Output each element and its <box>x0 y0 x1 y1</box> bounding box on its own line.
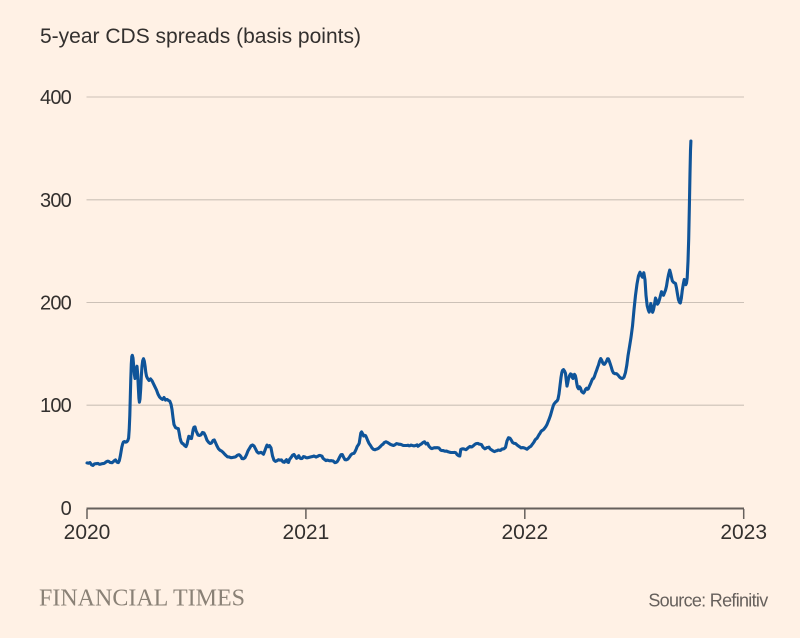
svg-text:0: 0 <box>61 498 72 520</box>
svg-text:FINANCIAL TIMES: FINANCIAL TIMES <box>39 586 245 612</box>
svg-text:2023: 2023 <box>720 521 767 544</box>
svg-text:2021: 2021 <box>283 521 330 544</box>
svg-text:300: 300 <box>40 190 72 212</box>
svg-text:200: 200 <box>40 293 72 315</box>
svg-text:2022: 2022 <box>501 521 548 544</box>
svg-text:Source: Refinitiv: Source: Refinitiv <box>648 591 768 611</box>
svg-text:400: 400 <box>40 87 72 109</box>
svg-text:2020: 2020 <box>64 521 111 544</box>
svg-text:5-year CDS spreads (basis poin: 5-year CDS spreads (basis points) <box>40 25 361 48</box>
svg-text:100: 100 <box>40 395 72 417</box>
